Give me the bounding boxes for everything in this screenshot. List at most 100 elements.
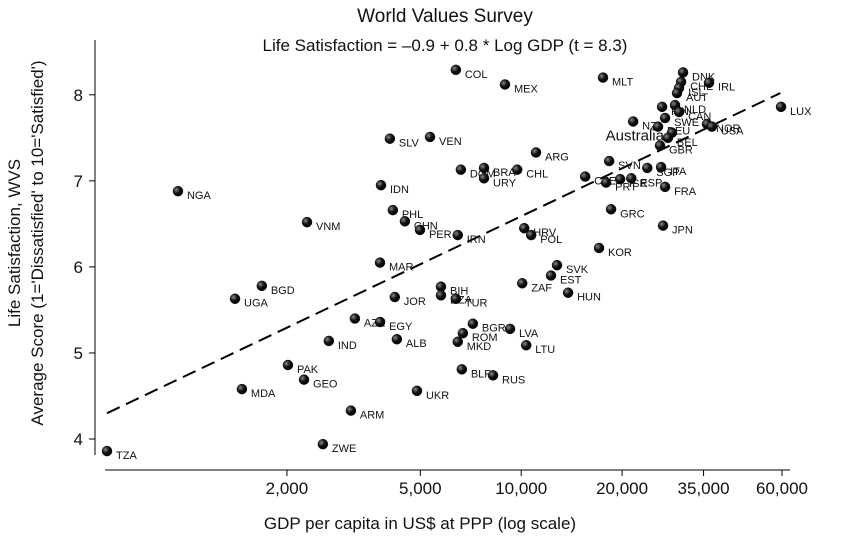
point-label: IDN bbox=[390, 184, 409, 196]
data-point bbox=[457, 327, 469, 339]
data-point bbox=[603, 155, 615, 167]
point-label: HUN bbox=[577, 292, 601, 304]
x-tick-label: 20,000 bbox=[596, 479, 648, 498]
point-label: IRN bbox=[467, 234, 486, 246]
point-label: HRV bbox=[533, 227, 557, 239]
point-label: MEX bbox=[514, 83, 539, 95]
point-label: POL bbox=[540, 234, 562, 246]
data-point bbox=[642, 162, 653, 174]
data-point bbox=[657, 220, 669, 231]
point-label: MDA bbox=[251, 388, 276, 400]
data-point bbox=[282, 359, 294, 371]
data-point bbox=[467, 318, 479, 329]
x-tick-label: 5,000 bbox=[399, 479, 442, 498]
point-label: Australia bbox=[606, 128, 665, 145]
data-point bbox=[530, 147, 542, 158]
data-point bbox=[456, 364, 468, 375]
data-point bbox=[706, 121, 718, 132]
data-point bbox=[656, 101, 668, 113]
data-point bbox=[605, 204, 617, 215]
data-point bbox=[627, 116, 639, 127]
data-point bbox=[659, 181, 671, 193]
point-label: BLR bbox=[471, 368, 492, 380]
data-point bbox=[236, 383, 248, 395]
point-label: JOR bbox=[404, 296, 426, 308]
data-point bbox=[499, 79, 511, 90]
point-label: KOR bbox=[608, 247, 632, 259]
data-point bbox=[298, 374, 310, 385]
point-label: FRA bbox=[674, 186, 697, 198]
data-point bbox=[399, 216, 411, 227]
point-label: BGD bbox=[271, 285, 295, 297]
point-label: GBR bbox=[669, 145, 693, 157]
data-point bbox=[654, 140, 666, 151]
point-label: IRL bbox=[718, 82, 735, 94]
point-label: MKD bbox=[467, 341, 492, 353]
point-label: AUT bbox=[686, 92, 708, 104]
point-label: USA bbox=[721, 126, 744, 138]
y-axis-title: Average Score (1='Dissatisfied' to 10='S… bbox=[28, 60, 47, 425]
data-point bbox=[518, 222, 530, 234]
y-tick-label: 6 bbox=[74, 258, 83, 277]
data-point bbox=[478, 162, 490, 174]
point-label: MLT bbox=[612, 77, 633, 89]
point-label: ROM bbox=[472, 332, 498, 344]
point-label: MAR bbox=[389, 262, 414, 274]
point-label: LUX bbox=[790, 106, 812, 118]
point-label: ALB bbox=[406, 338, 427, 350]
point-label: TUR bbox=[465, 298, 488, 310]
data-point bbox=[387, 204, 399, 216]
point-label: IND bbox=[338, 340, 357, 352]
point-label: BEL bbox=[677, 137, 698, 149]
data-point bbox=[659, 112, 671, 124]
y-tick-label: 7 bbox=[74, 172, 83, 191]
data-point bbox=[551, 259, 563, 271]
data-point bbox=[600, 177, 612, 188]
data-point bbox=[435, 290, 447, 301]
data-point bbox=[504, 323, 516, 335]
point-label: EGY bbox=[389, 321, 413, 333]
data-point bbox=[455, 164, 467, 175]
point-label: NOR bbox=[716, 123, 741, 135]
data-point bbox=[317, 438, 329, 450]
point-label: ISL bbox=[688, 87, 705, 99]
data-point bbox=[384, 133, 396, 144]
point-label: CHL bbox=[526, 169, 548, 181]
data-point bbox=[662, 132, 674, 144]
point-label: ARM bbox=[360, 410, 384, 422]
data-point bbox=[256, 280, 268, 292]
x-tick-label: 10,000 bbox=[495, 479, 547, 498]
chart-subtitle: Life Satisfaction = –0.9 + 0.8 * Log GDP… bbox=[263, 36, 628, 55]
data-point bbox=[579, 171, 591, 182]
y-tick-label: 4 bbox=[74, 430, 83, 449]
data-point bbox=[301, 216, 313, 228]
data-point bbox=[487, 370, 499, 381]
data-point bbox=[478, 173, 490, 184]
data-point bbox=[450, 293, 462, 304]
data-point bbox=[597, 72, 609, 83]
point-label: LTU bbox=[535, 344, 555, 356]
data-point bbox=[349, 313, 361, 324]
point-label: BRA bbox=[493, 167, 516, 179]
y-tick-label: 8 bbox=[74, 86, 83, 105]
point-label: SVN bbox=[618, 160, 641, 172]
data-point bbox=[525, 229, 537, 241]
point-label: SLV bbox=[399, 138, 420, 150]
data-point bbox=[374, 257, 386, 268]
point-label: VEN bbox=[439, 136, 462, 148]
data-point bbox=[229, 293, 241, 304]
point-label: SWE bbox=[674, 117, 699, 129]
data-point bbox=[775, 101, 787, 113]
point-label: ESP bbox=[640, 177, 662, 189]
point-label: VNM bbox=[316, 221, 340, 233]
data-point bbox=[593, 242, 605, 254]
point-label: SVK bbox=[566, 264, 589, 276]
data-point bbox=[652, 121, 664, 132]
data-point bbox=[424, 131, 436, 143]
data-point bbox=[323, 335, 335, 347]
data-point bbox=[671, 87, 683, 99]
point-label: TZA bbox=[116, 450, 137, 462]
x-tick-label: 60,000 bbox=[756, 479, 808, 498]
data-point bbox=[516, 278, 528, 289]
